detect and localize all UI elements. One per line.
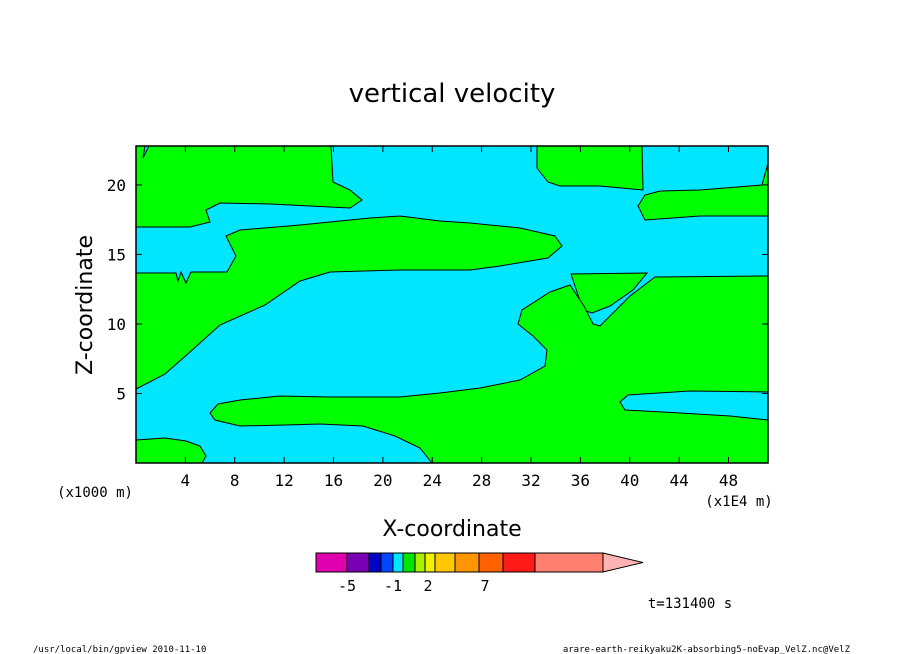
colorbar-segment — [502, 552, 536, 573]
x-units-label: (x1000 m) — [57, 485, 133, 501]
upward-region-upper-left — [135, 145, 363, 228]
y-tick-label: 5 — [116, 384, 126, 403]
colorbar-tick-label: 2 — [423, 577, 432, 595]
footer-right: arare-earth-reikyaku2K-absorbing5-noEvap… — [563, 645, 851, 654]
colorbar-segment — [368, 552, 382, 573]
colorbar-segment — [414, 552, 426, 573]
y-tick-label: 10 — [107, 315, 126, 334]
colorbar-segment — [534, 552, 604, 573]
plot-frame — [135, 145, 769, 464]
colorbar-arrow — [602, 552, 644, 573]
colorbar: -5 -1 2 7 — [315, 552, 644, 595]
plot-area — [135, 145, 769, 464]
footer-left: /usr/local/bin/gpview 2010-11-10 — [33, 645, 206, 654]
x-axis: 4 8 12 16 20 24 28 32 36 40 44 48 — [181, 146, 738, 490]
colorbar-segment — [454, 552, 480, 573]
x-tick-label: 44 — [669, 471, 688, 490]
colorbar-segment — [424, 552, 436, 573]
colorbar-tick-label: -1 — [384, 577, 402, 595]
colorbar-segment — [380, 552, 394, 573]
y-tick-label: 20 — [107, 176, 126, 195]
x-tick-label: 12 — [274, 471, 293, 490]
upward-region-lower-left-patch — [135, 437, 207, 464]
chart-title: vertical velocity — [349, 79, 556, 109]
x-tick-label: 36 — [571, 471, 590, 490]
colorbar-segment — [434, 552, 456, 573]
y-axis: 5 10 15 20 — [107, 176, 768, 403]
colorbar-segment — [346, 552, 370, 573]
colorbar-tick-label: -5 — [338, 577, 356, 595]
colorbar-segment — [478, 552, 504, 573]
y-axis-label: Z-coordinate — [73, 235, 98, 375]
x-tick-label: 16 — [324, 471, 343, 490]
y-tick-label: 15 — [107, 245, 126, 264]
y-units-label: (x1E4 m) — [705, 494, 772, 510]
colorbar-segment — [402, 552, 416, 573]
x-tick-label: 48 — [719, 471, 738, 490]
colorbar-segment — [392, 552, 404, 573]
x-tick-label: 4 — [181, 471, 191, 490]
time-label: t=131400 s — [648, 596, 732, 612]
x-tick-label: 32 — [521, 471, 540, 490]
x-axis-label: X-coordinate — [382, 517, 521, 542]
x-tick-label: 24 — [423, 471, 442, 490]
x-tick-label: 40 — [620, 471, 639, 490]
x-tick-label: 20 — [373, 471, 392, 490]
x-tick-label: 28 — [472, 471, 491, 490]
upward-region-right-band — [637, 162, 769, 221]
colorbar-segment — [315, 552, 348, 573]
x-tick-label: 8 — [230, 471, 240, 490]
upward-region-lower — [209, 275, 769, 464]
colorbar-tick-label: 7 — [480, 577, 489, 595]
upward-region-central-band — [135, 215, 563, 390]
upward-region-upper-right — [536, 145, 644, 191]
